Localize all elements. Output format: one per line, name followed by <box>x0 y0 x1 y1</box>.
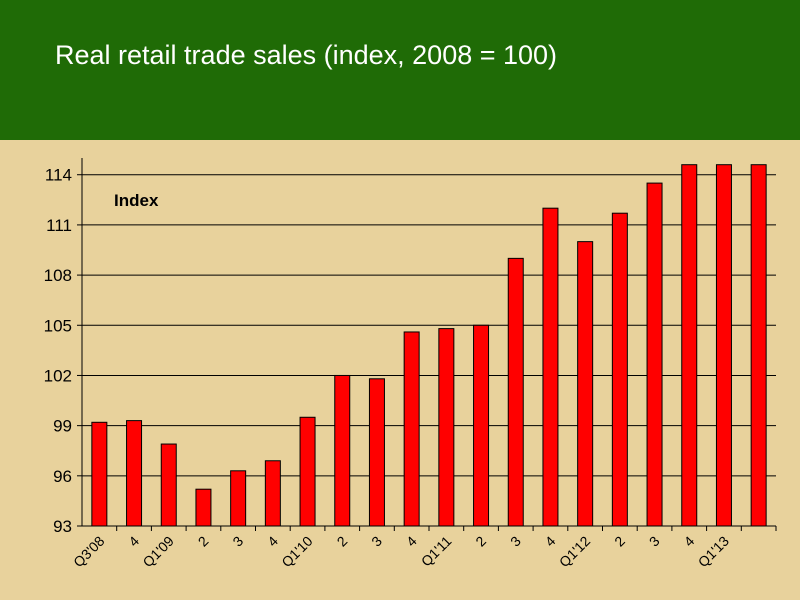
y-tick-label: 114 <box>45 166 72 185</box>
bar <box>91 421 108 527</box>
x-tick-label: 4 <box>542 533 559 550</box>
bar <box>368 378 385 527</box>
x-tick-label: 3 <box>368 533 385 550</box>
bar <box>438 328 455 527</box>
bar <box>230 470 247 527</box>
x-tick-label: 4 <box>125 533 142 550</box>
bar <box>646 182 663 527</box>
y-tick-label: 105 <box>44 316 72 335</box>
bar <box>715 164 732 527</box>
x-tick-label: 3 <box>229 533 246 550</box>
x-tick-label: Q1'10 <box>278 533 316 571</box>
x-tick-label: Q1'09 <box>139 533 177 571</box>
bar <box>334 374 351 527</box>
grid-lines <box>82 174 776 477</box>
x-tick-label: 2 <box>195 533 212 550</box>
bar <box>750 164 767 527</box>
y-tick-label: 96 <box>53 467 72 486</box>
x-tick-label: 2 <box>334 533 351 550</box>
axes <box>77 158 777 531</box>
y-tick-label: 102 <box>44 366 72 385</box>
x-tick-label: Q1'11 <box>418 533 455 570</box>
bar <box>681 164 698 527</box>
x-tick-label: Q3'08 <box>70 533 108 571</box>
x-tick-label: 3 <box>646 533 663 550</box>
bar <box>160 443 177 527</box>
bar <box>126 420 143 527</box>
x-tick-label: Q1'12 <box>556 533 594 571</box>
bar <box>611 212 628 527</box>
bar <box>195 488 212 527</box>
index-annotation: Index <box>114 191 159 210</box>
bar <box>577 241 594 527</box>
x-tick-label: Q1'13 <box>695 533 733 571</box>
bar <box>299 416 316 527</box>
y-tick-label: 108 <box>44 266 72 285</box>
bar <box>542 207 559 527</box>
y-tick-label: 99 <box>53 417 72 436</box>
x-tick-label: 4 <box>264 533 281 550</box>
bar <box>473 324 490 527</box>
x-tick-label: 2 <box>611 533 628 550</box>
bar <box>507 257 524 527</box>
page-title: Real retail trade sales (index, 2008 = 1… <box>55 40 558 70</box>
bar <box>264 460 281 527</box>
x-tick-label: 3 <box>507 533 524 550</box>
header-bar: Real retail trade sales (index, 2008 = 1… <box>0 0 800 140</box>
x-tick-label: 2 <box>472 533 489 550</box>
bars <box>91 164 767 527</box>
x-tick-label: 4 <box>403 533 420 550</box>
bar <box>403 331 420 527</box>
y-tick-label: 93 <box>53 517 72 536</box>
y-tick-label: 111 <box>46 216 72 235</box>
x-tick-label: 4 <box>681 533 698 550</box>
